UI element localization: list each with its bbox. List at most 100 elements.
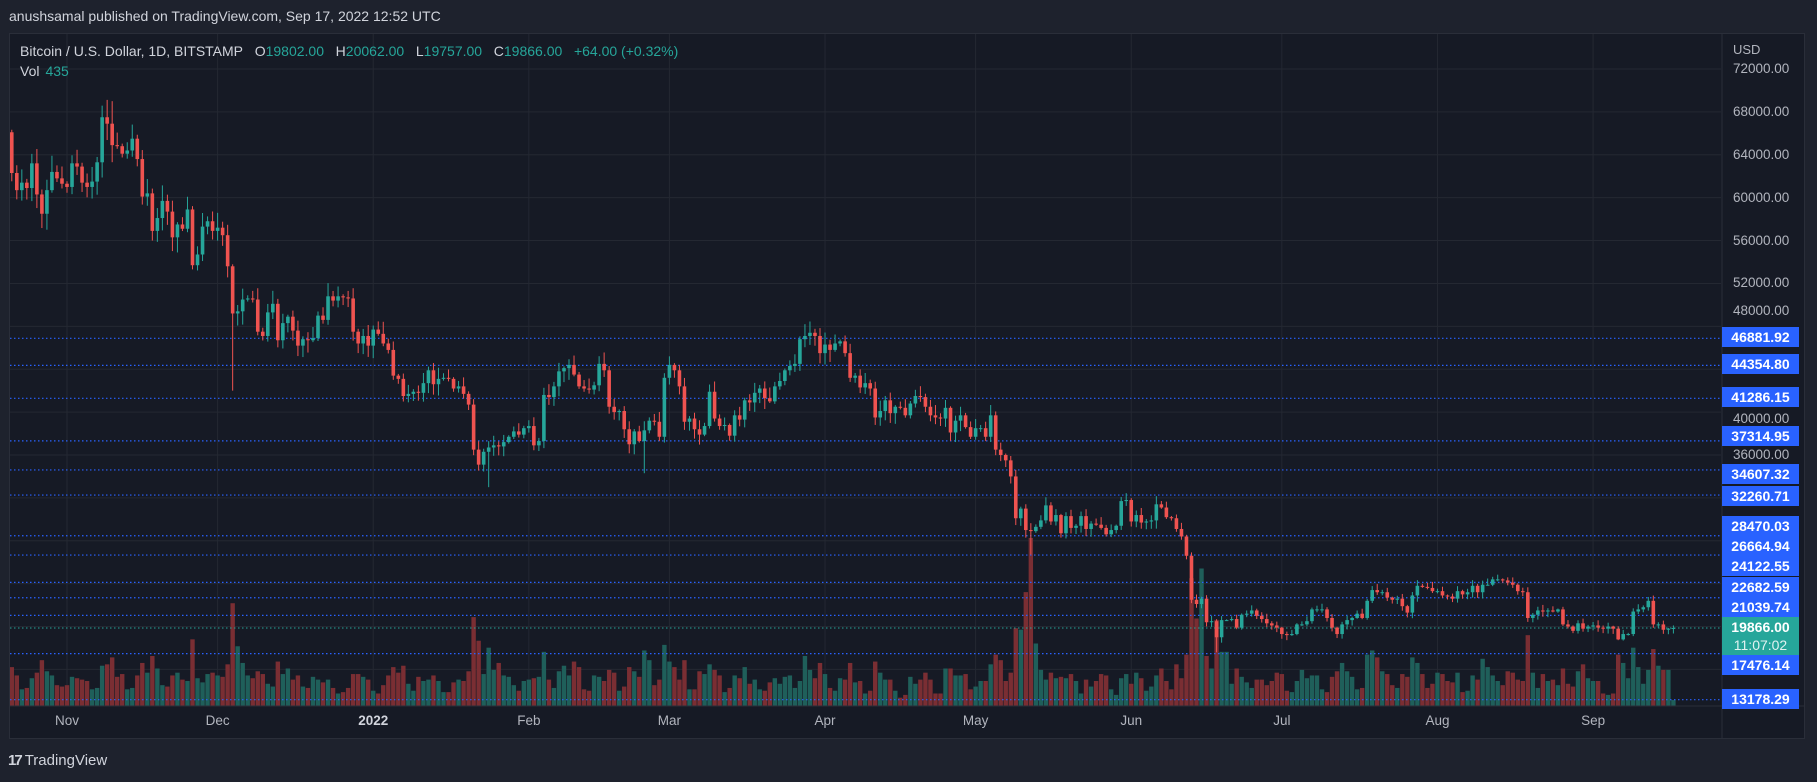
candle	[1013, 469, 1018, 526]
volume-bar	[1510, 672, 1515, 706]
volume-bar	[305, 687, 311, 706]
candle-body	[501, 442, 506, 447]
candle-body	[40, 194, 44, 214]
candle	[366, 325, 370, 357]
volume-bar	[1189, 578, 1194, 706]
candle	[346, 290, 350, 308]
candle-body	[391, 349, 396, 376]
candle	[331, 290, 335, 307]
volume-bar	[812, 678, 818, 706]
candle	[406, 384, 411, 403]
candle-body	[1571, 626, 1575, 631]
volume-bar	[436, 681, 441, 706]
candle	[1470, 580, 1475, 598]
candle-body	[527, 426, 531, 429]
volume-bar	[165, 686, 170, 706]
close-label: C	[493, 43, 504, 59]
candle	[1264, 613, 1269, 628]
volume-bar	[1410, 657, 1415, 706]
volume-bar	[601, 681, 607, 706]
volume-bar	[1540, 674, 1546, 706]
candle	[1526, 587, 1530, 622]
volume-bar	[1063, 678, 1069, 706]
volume-bar	[1500, 685, 1505, 706]
candle	[1244, 610, 1249, 618]
candle-body	[702, 426, 707, 435]
candle	[878, 400, 883, 426]
volume-bar	[973, 686, 978, 706]
candle	[250, 290, 255, 303]
candle-body	[542, 394, 546, 442]
candle-body	[135, 138, 140, 160]
candle	[65, 181, 69, 193]
candle-body	[1194, 599, 1199, 605]
volume-label[interactable]: Vol	[20, 63, 40, 79]
volume-bar	[496, 662, 501, 706]
volume-bar	[1053, 678, 1059, 706]
candle	[1169, 515, 1174, 521]
candle-body	[682, 386, 687, 422]
volume-bar	[682, 660, 687, 706]
candle-body	[195, 254, 200, 266]
candle	[1134, 510, 1139, 528]
candle	[863, 373, 867, 394]
open-value: 19802.00	[265, 43, 324, 59]
candle-body	[80, 166, 84, 183]
candle	[808, 321, 812, 345]
candle	[602, 352, 606, 377]
candle-body	[722, 424, 727, 427]
volume-bar	[1490, 675, 1495, 706]
currency-label: USD	[1733, 42, 1761, 57]
volume-bar	[918, 679, 923, 706]
candle-body	[828, 344, 832, 350]
candle	[15, 165, 19, 200]
time-axis[interactable]: NovDec2022FebMarAprMayJunJulAugSep20	[9, 706, 1722, 739]
high-label: H	[335, 43, 346, 59]
volume-bar	[1334, 671, 1340, 706]
volume-legend: Vol 435	[20, 63, 69, 79]
candle	[1259, 612, 1264, 623]
candle	[1465, 588, 1470, 600]
candle-body	[1199, 598, 1204, 605]
candle-body	[1280, 627, 1284, 635]
candle	[135, 134, 140, 167]
candle	[391, 341, 396, 380]
volume-bar	[1440, 674, 1445, 706]
candle-body	[155, 218, 160, 231]
published-by-header: anushsamal published on TradingView.com,…	[9, 8, 441, 24]
volume-bar	[857, 681, 863, 706]
candle	[1430, 581, 1435, 593]
volume-bar	[1651, 649, 1656, 706]
candle	[953, 415, 958, 443]
candle	[768, 387, 772, 404]
time-tick-label: Aug	[1425, 713, 1450, 728]
volume-bar	[1405, 676, 1410, 706]
volume-bar	[1671, 699, 1676, 706]
volume-bar	[1385, 674, 1390, 706]
volume-bar	[1415, 662, 1420, 706]
candle-body	[1556, 609, 1560, 612]
volume-bar	[1234, 668, 1239, 706]
volume-bar	[1425, 687, 1430, 706]
candle	[1109, 524, 1113, 538]
volume-bar	[160, 685, 165, 706]
change-value: +64.00 (+0.32%)	[573, 43, 679, 59]
volume-bar	[1254, 679, 1259, 706]
symbol-title[interactable]: Bitcoin / U.S. Dollar, 1D, BITSTAMP	[20, 43, 244, 59]
candle	[1335, 626, 1339, 639]
volume-bar	[1159, 668, 1164, 706]
volume-bar	[1309, 675, 1315, 706]
volume-bar	[1269, 681, 1274, 706]
volume-bar	[1450, 682, 1455, 706]
candle	[1114, 524, 1118, 534]
volume-bar	[1570, 686, 1576, 706]
volume-bar	[1284, 690, 1290, 706]
price-tick-label: 72000.00	[1733, 61, 1790, 76]
volume-bar	[752, 679, 757, 706]
volume-bar	[1661, 669, 1666, 706]
tradingview-logo[interactable]: 17 TradingView	[8, 752, 107, 769]
candle	[532, 417, 536, 451]
time-tick-label: Feb	[517, 713, 541, 728]
volume-bar	[1370, 650, 1375, 706]
